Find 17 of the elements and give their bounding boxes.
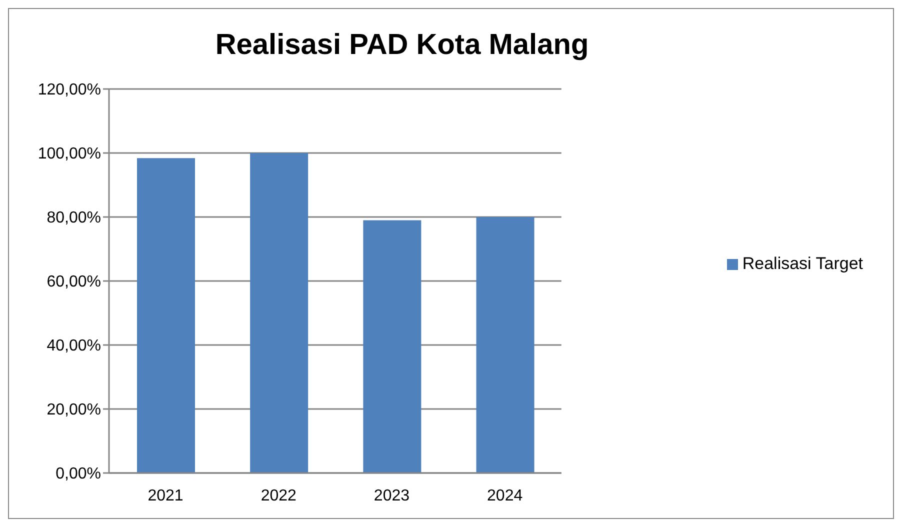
x-tick-label: 2022 xyxy=(260,487,297,504)
y-tick-label: 0,00% xyxy=(56,466,101,483)
bar xyxy=(363,220,422,473)
bar xyxy=(137,158,195,473)
y-tick-label: 40,00% xyxy=(46,338,101,355)
chart-title: Realisasi PAD Kota Malang xyxy=(214,29,590,62)
y-tick-label: 60,00% xyxy=(46,274,101,291)
bar xyxy=(476,217,534,473)
legend-label: Realisasi Target xyxy=(742,254,863,272)
y-tick-label: 20,00% xyxy=(46,402,101,419)
y-tick-label: 120,00% xyxy=(38,82,101,99)
x-tick-label: 2023 xyxy=(374,487,410,504)
y-tick-label: 100,00% xyxy=(38,146,101,163)
y-tick-label: 80,00% xyxy=(46,210,101,227)
x-tick-label: 2024 xyxy=(487,487,523,504)
x-tick-label: 2021 xyxy=(148,487,184,504)
bar xyxy=(250,153,308,473)
